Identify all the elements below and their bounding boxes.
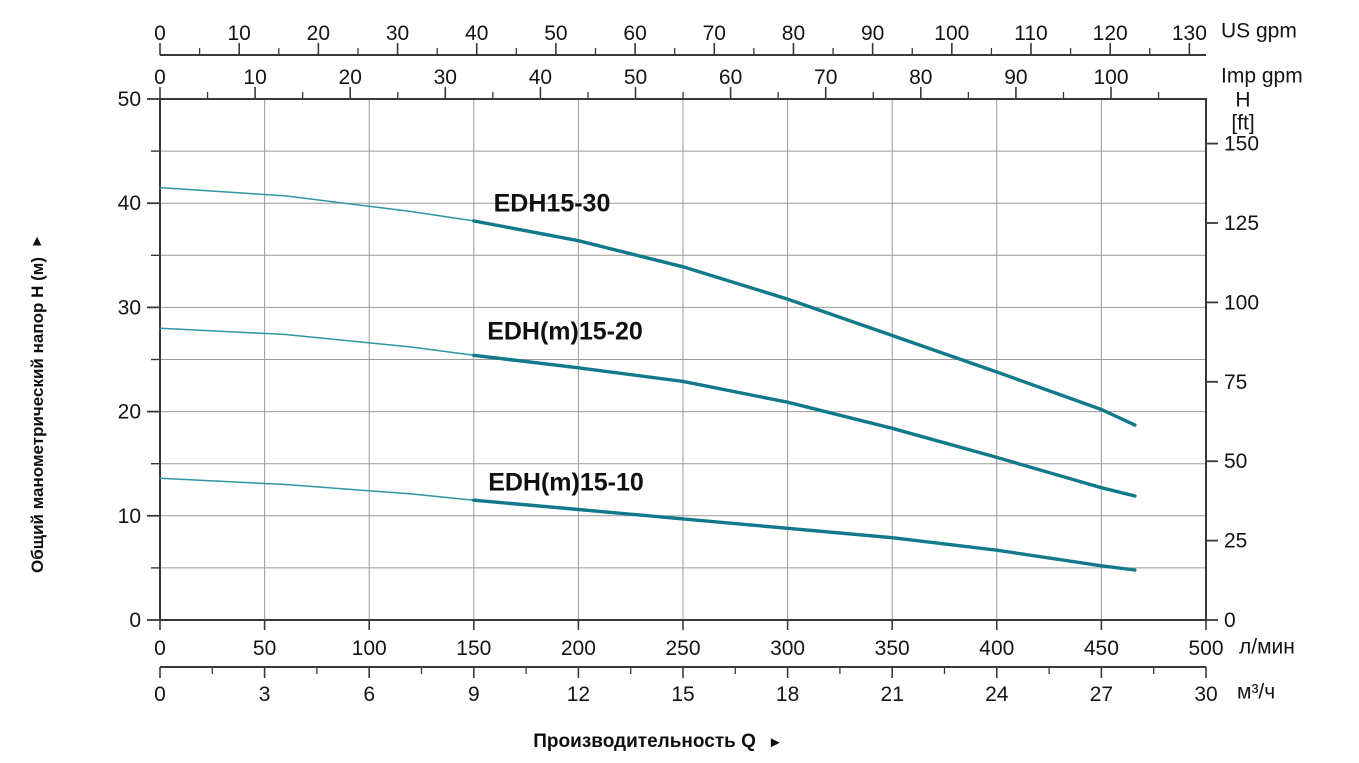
curve-label-edhm15-20: EDH(m)15-20 [487,317,643,346]
imp-gpm-tick-label: 30 [434,66,457,89]
m3h-tick-label: 27 [1090,683,1113,706]
lmin-tick-label: 50 [253,637,276,660]
head-ft-tick-label: 75 [1224,371,1247,394]
y-axis-title: Общий манометрический напор H (м) [28,257,47,573]
x-axis-arrow-icon: ► [767,733,783,751]
head-m-tick-label: 10 [118,505,141,528]
curve-label-edhm15-10: EDH(m)15-10 [488,468,644,497]
us-gpm-tick-label: 0 [154,22,166,45]
us-gpm-tick-label: 20 [307,22,330,45]
us-gpm-tick-label: 130 [1172,22,1207,45]
imp-gpm-tick-label: 50 [624,66,647,89]
m3h-tick-label: 0 [154,683,166,706]
imp-gpm-tick-label: 0 [154,66,166,89]
us-gpm-tick-label: 40 [465,22,488,45]
us-gpm-tick-label: 50 [544,22,567,45]
head-m-tick-label: 20 [118,401,141,424]
us-gpm-tick-label: 110 [1014,22,1047,45]
head-ft-unit-label-h: H [1235,88,1251,112]
lmin-tick-label: 450 [1084,637,1119,660]
us-gpm-tick-label: 90 [861,22,884,45]
imp-gpm-tick-label: 80 [909,66,932,89]
lmin-tick-label: 500 [1188,637,1223,660]
head-m-tick-label: 30 [118,296,141,319]
lmin-tick-label: 250 [665,637,700,660]
us-gpm-unit-label: US gpm [1221,19,1297,43]
imp-gpm-tick-label: 20 [339,66,362,89]
pump-curve-thick-0 [472,219,1137,427]
x-axis-title-group: Производительность Q ► [533,731,782,753]
lmin-tick-label: 350 [875,637,910,660]
x-axis-title: Производительность Q [533,731,756,752]
imp-gpm-tick-label: 70 [814,66,837,89]
m3h-tick-label: 6 [363,683,375,706]
lmin-tick-label: 200 [561,637,596,660]
m3h-tick-label: 30 [1194,683,1217,706]
imp-gpm-unit-label: Imp gpm [1221,64,1303,88]
m3h-tick-label: 15 [671,683,694,706]
head-ft-tick-label: 100 [1224,291,1259,314]
pump-curve-thick-2 [472,498,1137,572]
head-ft-unit-label-ft: [ft] [1231,111,1255,135]
head-ft-tick-label: 125 [1224,212,1259,235]
us-gpm-tick-label: 80 [782,22,805,45]
m3h-tick-label: 18 [776,683,799,706]
head-ft-tick-label: 0 [1224,609,1236,632]
imp-gpm-tick-label: 10 [243,66,266,89]
m3h-tick-label: 9 [468,683,480,706]
head-m-tick-label: 40 [118,192,141,215]
lmin-tick-label: 100 [352,637,387,660]
imp-gpm-tick-label: 60 [719,66,742,89]
us-gpm-tick-label: 70 [703,22,726,45]
lmin-unit-label: л/мин [1239,635,1295,659]
m3h-tick-label: 24 [985,683,1009,706]
us-gpm-tick-label: 120 [1093,22,1128,45]
m3h-unit-label: м³/ч [1237,680,1276,704]
head-m-tick-label: 50 [118,88,141,111]
pump-curve-thin-1 [159,327,475,357]
us-gpm-tick-label: 100 [934,22,969,45]
lmin-tick-label: 0 [154,637,166,660]
head-m-tick-label: 0 [129,609,141,632]
pump-curve-thin-2 [159,477,475,501]
head-ft-tick-label: 50 [1224,450,1247,473]
lmin-tick-label: 400 [979,637,1014,660]
lmin-tick-label: 150 [456,637,491,660]
imp-gpm-tick-label: 40 [529,66,552,89]
us-gpm-tick-label: 60 [623,22,646,45]
head-ft-tick-label: 150 [1224,133,1259,156]
pump-curve-thick-1 [472,353,1137,498]
lmin-tick-label: 300 [770,637,805,660]
imp-gpm-tick-label: 100 [1093,66,1128,89]
m3h-tick-label: 3 [259,683,271,706]
m3h-tick-label: 21 [881,683,904,706]
head-ft-tick-label: 25 [1224,530,1247,553]
curve-label-edh15-30: EDH15-30 [493,189,611,218]
pump-curve-thin-0 [159,186,475,222]
us-gpm-tick-label: 30 [386,22,409,45]
us-gpm-tick-label: 10 [228,22,251,45]
imp-gpm-tick-label: 90 [1004,66,1027,89]
m3h-tick-label: 12 [567,683,590,706]
y-axis-arrow-icon: ▲ [29,232,45,250]
